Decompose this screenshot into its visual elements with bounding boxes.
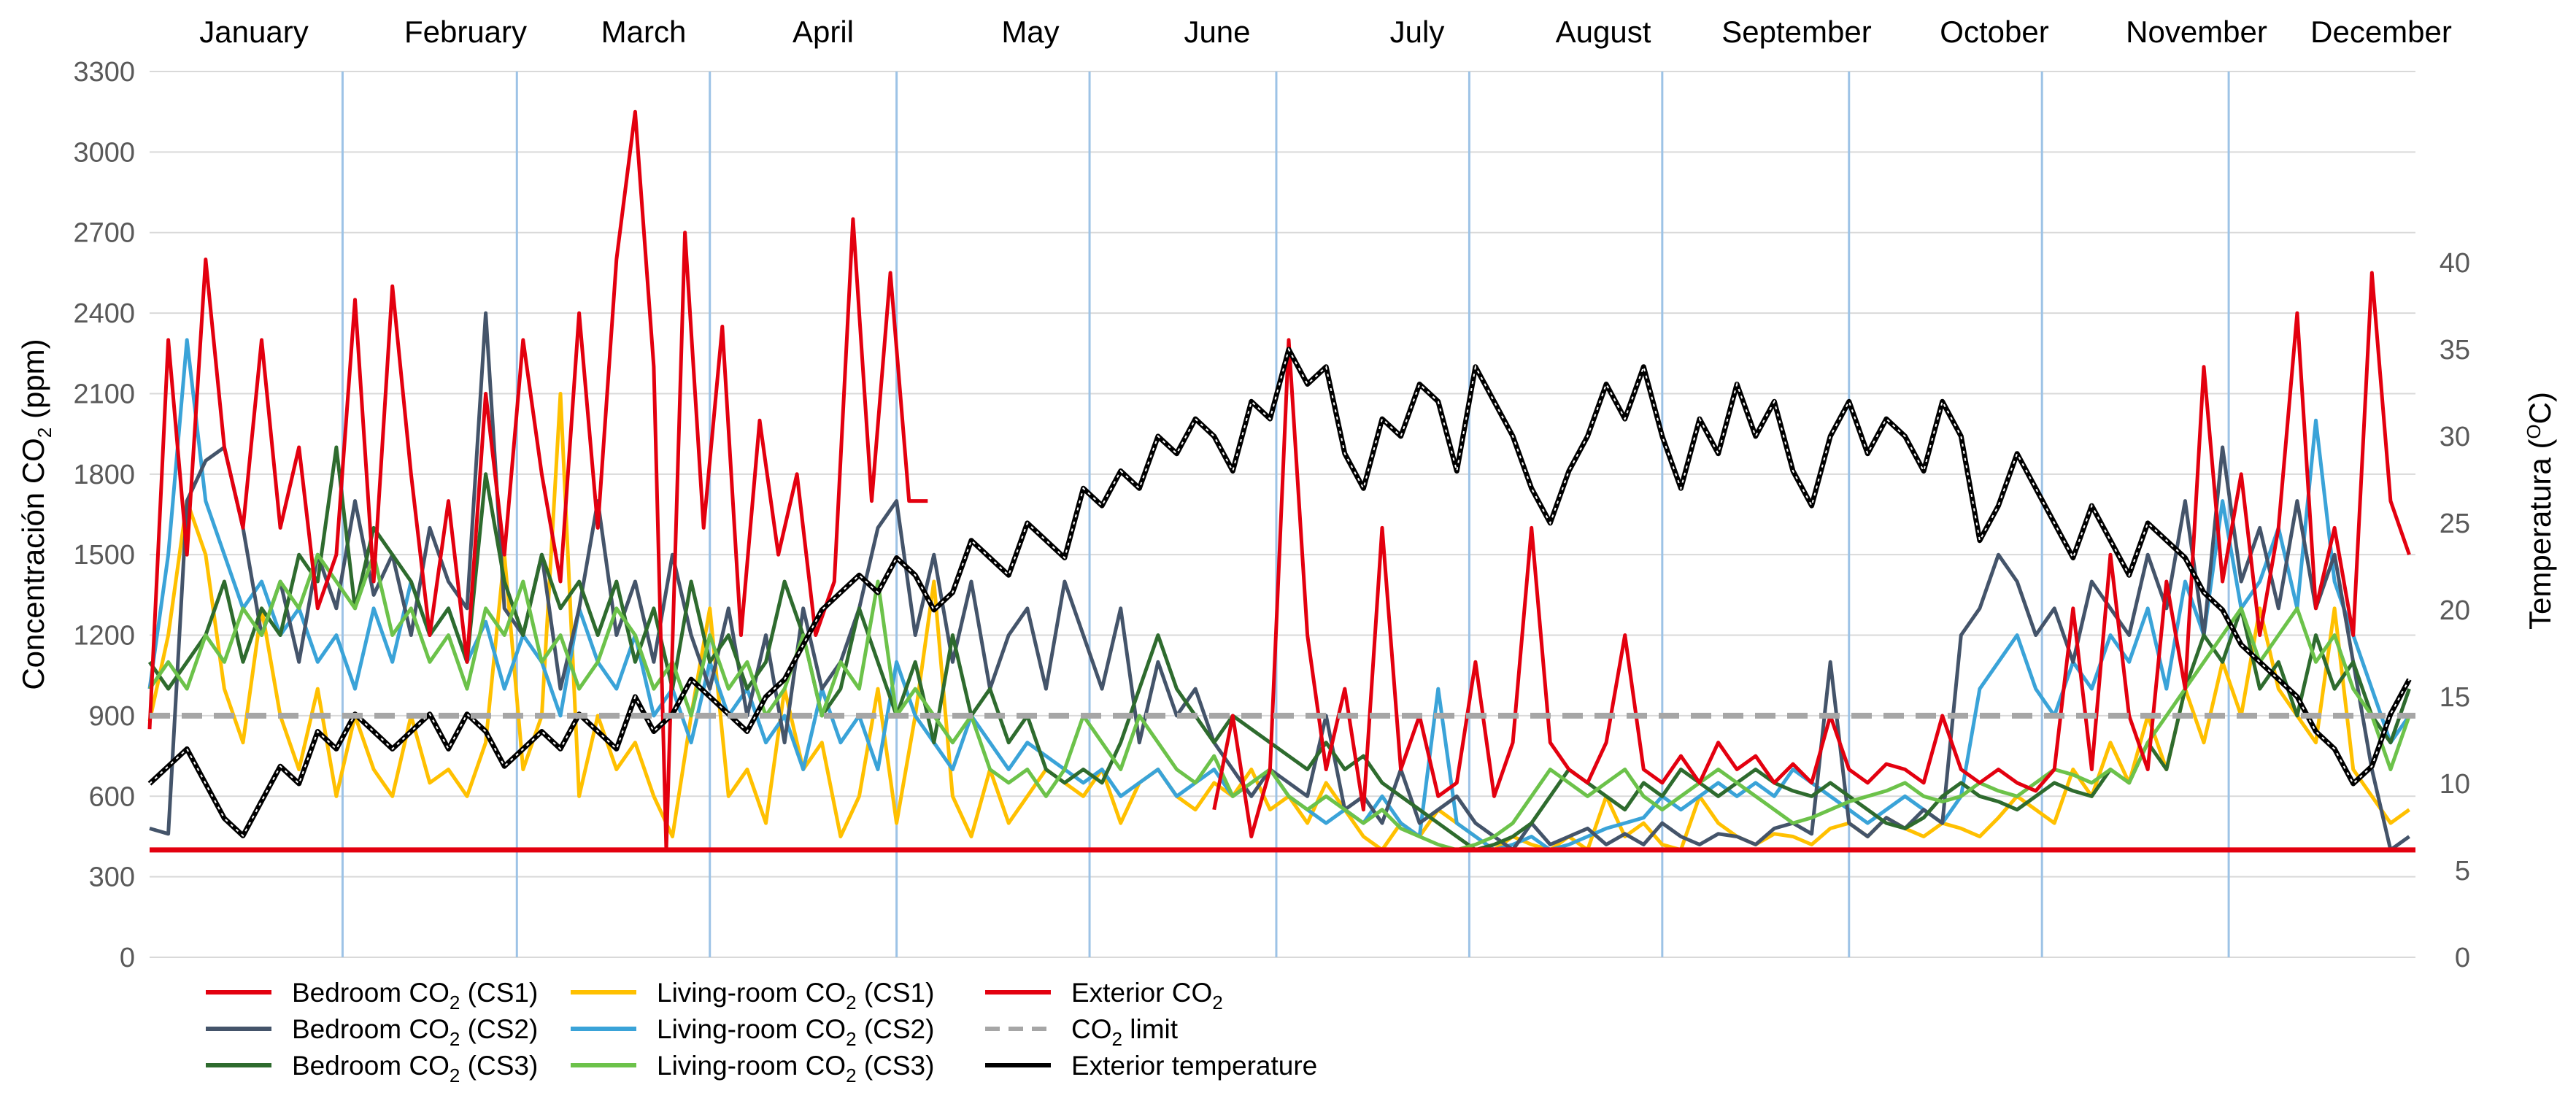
- month-label-september: September: [1721, 15, 1871, 49]
- series-exterior-temperature-dots: [149, 347, 2410, 838]
- legend-item-exterior-temp: Exterior temperature: [985, 1051, 1317, 1081]
- y-left-tick-label: 300: [89, 862, 135, 893]
- legend-label: Exterior CO2: [1071, 978, 1223, 1013]
- y-right-tick-label: 30: [2440, 422, 2470, 452]
- legend: Bedroom CO2 (CS1)Bedroom CO2 (CS2)Bedroo…: [206, 978, 1317, 1086]
- y-right-tick-label: 10: [2440, 769, 2470, 800]
- month-label-october: October: [1940, 15, 2048, 49]
- legend-label: CO2 limit: [1071, 1014, 1179, 1050]
- series-bedroom-cs3: [147, 445, 2411, 852]
- series-bedroom-cs1: [147, 109, 2411, 852]
- month-label-january: January: [199, 15, 308, 49]
- month-label-august: August: [1556, 15, 1651, 49]
- legend-item-bedroom-cs2: Bedroom CO2 (CS2): [206, 1014, 538, 1050]
- month-label-july: July: [1390, 15, 1445, 49]
- month-label-december: December: [2310, 15, 2452, 49]
- y-left-axis-title: Concentración CO2 (ppm): [16, 339, 55, 690]
- legend-item-living-cs1: Living-room CO2 (CS1): [571, 978, 934, 1013]
- legend-label: Bedroom CO2 (CS1): [292, 978, 538, 1013]
- reference-lines: [150, 712, 2415, 853]
- series-living-cs1: [147, 392, 2410, 852]
- y-left-tick-label: 1800: [73, 460, 135, 490]
- y-left-tick-label: 3300: [73, 57, 135, 88]
- legend-label: Living-room CO2 (CS2): [657, 1014, 934, 1050]
- y-right-tick-label: 35: [2440, 335, 2470, 366]
- y-right-tick-label: 20: [2440, 595, 2470, 626]
- series-living-cs3: [147, 552, 2411, 852]
- y-right-tick-label: 5: [2455, 856, 2470, 887]
- y-left-tick-label: 2400: [73, 298, 135, 329]
- legend-item-bedroom-cs1: Bedroom CO2 (CS1): [206, 978, 538, 1013]
- month-label-june: June: [1184, 15, 1250, 49]
- legend-label: Living-room CO2 (CS3): [657, 1051, 934, 1086]
- y-left-tick-label: 2700: [73, 218, 135, 249]
- legend-label: Bedroom CO2 (CS2): [292, 1014, 538, 1050]
- month-label-february: February: [404, 15, 527, 49]
- month-label-may: May: [1001, 15, 1059, 49]
- data-series: [147, 109, 2412, 852]
- month-separators: January February March April May June July Augu…: [199, 15, 2452, 957]
- legend-item-exterior-co2: Exterior CO2: [985, 978, 1223, 1013]
- y-left-tick-label: 0: [120, 943, 135, 973]
- y-right-axis-title: Temperatura (OC): [2523, 392, 2557, 630]
- month-label-march: March: [601, 15, 687, 49]
- y-left-tick-label: 1500: [73, 540, 135, 571]
- legend-item-living-cs3: Living-room CO2 (CS3): [571, 1051, 934, 1086]
- legend-label: Living-room CO2 (CS1): [657, 978, 934, 1013]
- legend-item-co2-limit: CO2 limit: [985, 1014, 1179, 1050]
- y-right-tick-label: 40: [2440, 248, 2470, 279]
- y-right-tick-label: 15: [2440, 682, 2470, 713]
- y-right-tick-label: 25: [2440, 509, 2470, 539]
- month-label-april: April: [793, 15, 854, 49]
- y-left-tick-label: 3000: [73, 137, 135, 168]
- month-label-november: November: [2126, 15, 2267, 49]
- legend-label: Bedroom CO2 (CS3): [292, 1051, 538, 1086]
- y-left-tick-label: 600: [89, 781, 135, 812]
- y-right-tick-label: 0: [2455, 943, 2470, 973]
- axes: 0300600900120015001800210024002700300033…: [16, 57, 2557, 973]
- legend-item-living-cs2: Living-room CO2 (CS2): [571, 1014, 934, 1050]
- y-left-tick-label: 900: [89, 701, 135, 732]
- gridlines: [150, 71, 2415, 958]
- legend-label: Exterior temperature: [1071, 1051, 1317, 1081]
- y-left-tick-label: 1200: [73, 621, 135, 652]
- y-left-tick-label: 2100: [73, 379, 135, 409]
- legend-item-bedroom-cs3: Bedroom CO2 (CS3): [206, 1051, 538, 1086]
